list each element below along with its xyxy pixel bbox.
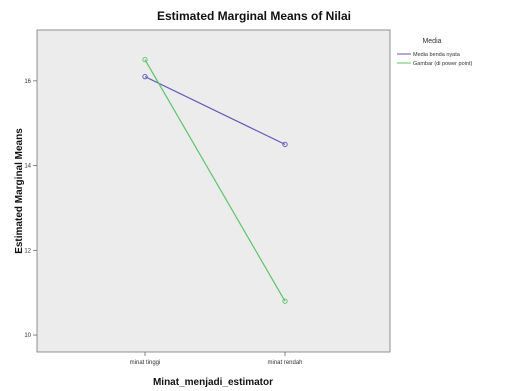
data-point: [282, 141, 288, 148]
y-tick-label: 10: [24, 333, 31, 339]
chart-title: Estimated Marginal Means of Nilai: [157, 9, 351, 23]
y-axis-title: Estimated Marginal Means: [14, 128, 25, 254]
legend-label: Gambar (di power point): [413, 61, 472, 67]
x-axis-title: Minat_menjadi_estimator: [153, 377, 273, 388]
legend-label: Media benda nyata: [413, 52, 461, 58]
series-line: [144, 59, 286, 302]
x-tick-label: minat rendah: [267, 360, 302, 366]
plot-area: [36, 29, 391, 353]
y-axis: 16 14 12 10: [24, 79, 37, 339]
data-point: [282, 298, 288, 304]
series-group: [142, 57, 288, 304]
x-tick-label: minat tinggi: [130, 360, 161, 366]
y-tick-label: 14: [24, 164, 31, 170]
series-line: [144, 76, 286, 145]
x-axis: minat tinggi minat rendah: [130, 352, 303, 366]
data-point: [142, 73, 148, 80]
y-tick-label: 12: [24, 248, 31, 254]
y-tick-label: 16: [24, 79, 31, 85]
legend-title: Media: [422, 38, 441, 45]
data-point: [142, 57, 148, 63]
legend: Media benda nyata Gambar (di power point): [397, 52, 472, 67]
